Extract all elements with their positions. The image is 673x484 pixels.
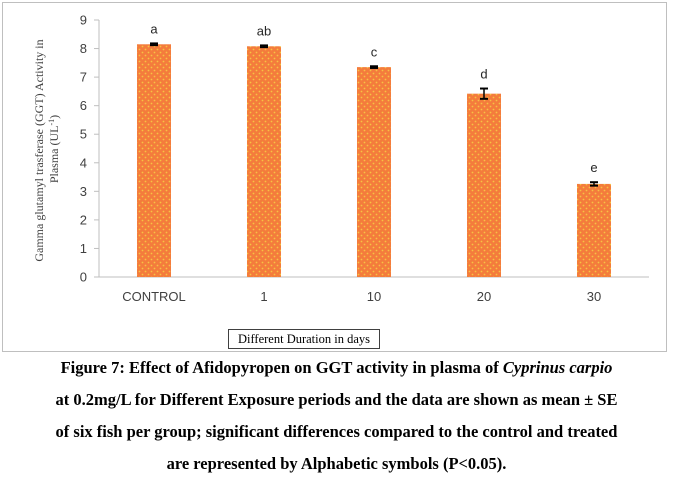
significance-label: a bbox=[150, 21, 158, 36]
significance-label: c bbox=[371, 44, 378, 59]
x-tick-label: 30 bbox=[587, 289, 601, 304]
y-tick-label: 9 bbox=[80, 13, 87, 28]
error-bar bbox=[370, 65, 378, 69]
bar-control bbox=[137, 44, 171, 278]
x-tick-label: 20 bbox=[477, 289, 491, 304]
bar-30 bbox=[577, 183, 611, 277]
bar-1 bbox=[247, 46, 281, 277]
caption-line-2: at 0.2mg/L for Different Exposure period… bbox=[55, 390, 618, 409]
error-bar bbox=[480, 87, 488, 100]
significance-label: e bbox=[590, 160, 597, 175]
significance-label: d bbox=[480, 67, 487, 82]
y-tick-label: 0 bbox=[80, 270, 87, 285]
error-bar bbox=[260, 44, 268, 49]
x-axis-label: Different Duration in days bbox=[228, 329, 380, 349]
y-axis-label: Gamma glutamyl trasferase (GGT) Activity… bbox=[32, 36, 61, 261]
x-tick-label: 1 bbox=[260, 289, 267, 304]
chart-area: 0 1 2 3 4 5 6 7 8 9 a ab c d e CONTROL 1 10 20 30 Gamma g… bbox=[2, 2, 667, 352]
y-tick-label: 3 bbox=[80, 184, 87, 199]
y-tick-label: 7 bbox=[80, 70, 87, 85]
caption-line-1: Figure 7: Effect of Afidopyropen on GGT … bbox=[60, 358, 613, 377]
x-tick-label: 10 bbox=[367, 289, 381, 304]
x-tick-label: CONTROL bbox=[122, 289, 186, 304]
caption-line-4: are represented by Alphabetic symbols (P… bbox=[166, 454, 507, 473]
caption-species: Cyprinus carpio bbox=[502, 358, 613, 377]
y-tick-label: 5 bbox=[80, 127, 87, 142]
error-bar bbox=[150, 42, 158, 47]
bar-10 bbox=[357, 67, 391, 277]
y-tick-label: 1 bbox=[80, 241, 87, 256]
y-tick-label: 4 bbox=[80, 155, 87, 170]
figure-caption: Figure 7: Effect of Afidopyropen on GGT … bbox=[0, 356, 673, 484]
y-tick-label: 2 bbox=[80, 212, 87, 227]
ggt-bar-chart: 0 1 2 3 4 5 6 7 8 9 a ab c d e CONTROL 1 10 20 30 Gamma g… bbox=[32, 13, 649, 304]
significance-label: ab bbox=[257, 23, 271, 38]
error-bar bbox=[590, 181, 598, 187]
y-tick-label: 8 bbox=[80, 41, 87, 56]
bar-20 bbox=[467, 93, 501, 277]
caption-line-3: of six fish per group; significant diffe… bbox=[55, 422, 618, 441]
y-tick-label: 6 bbox=[80, 98, 87, 113]
